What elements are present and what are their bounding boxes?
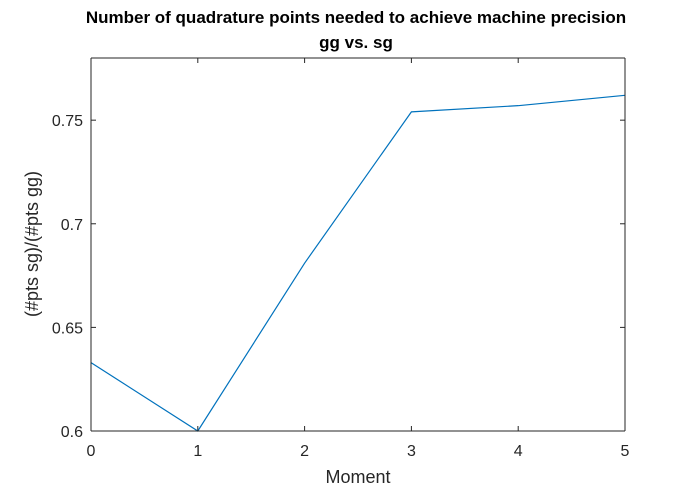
plot-area	[91, 58, 625, 431]
y-axis-label: (#pts sg)/(#pts gg)	[22, 171, 42, 317]
y-tick-label: 0.75	[52, 113, 83, 130]
y-tick-label: 0.6	[61, 424, 83, 441]
x-tick-label: 5	[621, 443, 630, 460]
chart-subtitle: gg vs. sg	[319, 33, 393, 52]
x-tick-label: 1	[193, 443, 202, 460]
y-axis-ticks: 0.6 0.65 0.7 0.75	[52, 113, 625, 441]
x-axis-label: Moment	[325, 467, 390, 487]
series-line	[90, 94, 626, 432]
x-tick-label: 4	[514, 443, 523, 460]
x-axis-ticks: 0 1 2 3 4 5	[87, 58, 630, 460]
x-tick-label: 3	[407, 443, 416, 460]
x-tick-label: 2	[300, 443, 309, 460]
y-tick-label: 0.7	[61, 217, 83, 234]
series-layer	[90, 94, 626, 432]
x-tick-label: 0	[87, 443, 96, 460]
chart-title: Number of quadrature points needed to ac…	[86, 8, 626, 27]
y-tick-label: 0.65	[52, 320, 83, 337]
